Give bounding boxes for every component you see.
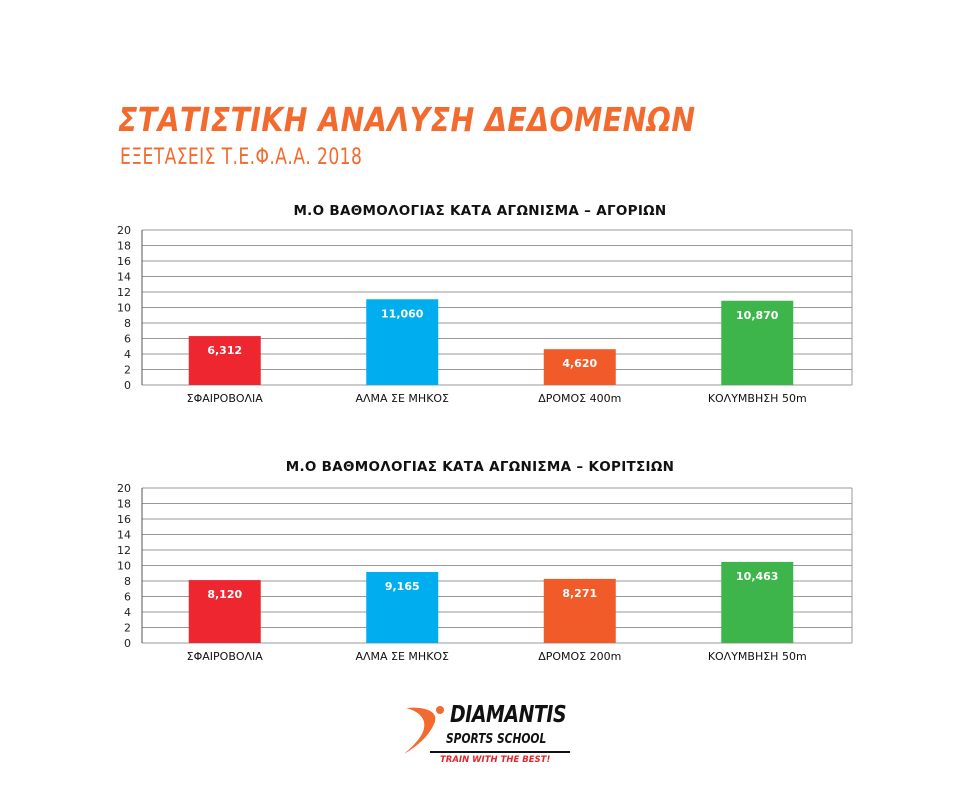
y-tick-label: 14: [117, 529, 131, 542]
y-tick-label: 0: [124, 379, 131, 392]
category-label: ΔΡΟΜΟΣ 200m: [538, 650, 621, 663]
y-tick-label: 8: [124, 317, 131, 330]
data-label: 10,463: [736, 570, 778, 583]
bar-chart-girls: 0 2 4 6 8 10 12 14 16 18 20 8,120 ΣΦΑΙΡΟΒΟΛΙΑ 9,165 ΑΛ…: [117, 482, 853, 663]
chart-title-boys: Μ.Ο ΒΑΘΜΟΛΟΓΙΑΣ ΚΑΤΑ ΑΓΩΝΙΣΜΑ – ΑΓΟΡΙΩΝ: [293, 203, 667, 219]
diamantis-logo: DIAMANTIS SPORTS SCHOOL TRAIN WITH THE B…: [400, 698, 575, 770]
y-tick-label: 18: [117, 240, 131, 253]
bar: [188, 336, 261, 385]
y-tick-label: 10: [117, 302, 131, 315]
page-subtitle: ΕΞΕΤΑΣΕΙΣ Τ.Ε.Φ.Α.Α. 2018: [120, 145, 363, 170]
bar: [366, 571, 439, 643]
y-tick-label: 6: [124, 333, 131, 346]
y-tick-label: 16: [117, 255, 131, 268]
data-label: 6,312: [207, 344, 242, 357]
y-tick-label: 12: [117, 286, 131, 299]
bar: [543, 349, 616, 385]
data-label: 9,165: [385, 580, 420, 593]
data-label: 11,060: [381, 307, 424, 320]
data-label: 10,870: [736, 309, 779, 322]
bar: [366, 299, 439, 385]
bar: [721, 300, 794, 385]
logo-sub: SPORTS SCHOOL: [446, 732, 547, 747]
category-label: ΚΟΛΥΜΒΗΣΗ 50m: [708, 392, 807, 405]
data-label: 4,620: [562, 357, 597, 370]
data-label: 8,120: [207, 588, 242, 601]
bar-chart-boys: 0 2 4 6 8 10 12 14 16 18 20 6,312 ΣΦΑΙΡΟΒΟΛΙΑ 11,060 Α…: [117, 224, 853, 405]
category-label: ΣΦΑΙΡΟΒΟΛΙΑ: [187, 392, 264, 405]
y-tick-label: 6: [124, 591, 131, 604]
y-tick-label: 2: [124, 622, 131, 635]
y-tick-label: 8: [124, 575, 131, 588]
category-label: ΔΡΟΜΟΣ 400m: [538, 392, 621, 405]
y-tick-label: 0: [124, 637, 131, 650]
category-label: ΣΦΑΙΡΟΒΟΛΙΑ: [187, 650, 264, 663]
y-tick-label: 4: [124, 606, 131, 619]
category-label: ΚΟΛΥΜΒΗΣΗ 50m: [708, 650, 807, 663]
category-label: ΑΛΜΑ ΣΕ ΜΗΚΟΣ: [355, 650, 449, 663]
chart-title-girls: Μ.Ο ΒΑΘΜΟΛΟΓΙΑΣ ΚΑΤΑ ΑΓΩΝΙΣΜΑ – ΚΟΡΙΤΣΙΩ…: [285, 459, 675, 475]
y-tick-label: 4: [124, 348, 131, 361]
y-tick-label: 16: [117, 513, 131, 526]
y-tick-label: 20: [117, 224, 131, 237]
y-tick-label: 2: [124, 364, 131, 377]
y-tick-label: 20: [117, 482, 131, 495]
y-tick-label: 14: [117, 271, 131, 284]
logo-rule: [430, 751, 570, 753]
logo-tagline: TRAIN WITH THE BEST!: [440, 755, 551, 765]
bar: [188, 580, 261, 643]
y-tick-label: 10: [117, 560, 131, 573]
bar: [721, 561, 794, 643]
y-tick-label: 12: [117, 544, 131, 557]
category-label: ΑΛΜΑ ΣΕ ΜΗΚΟΣ: [355, 392, 449, 405]
data-label: 8,271: [562, 587, 597, 600]
bar: [543, 578, 616, 643]
logo-brand: DIAMANTIS: [450, 702, 567, 728]
runner-swoosh-icon: [404, 706, 444, 754]
page-title: ΣΤΑΤΙΣΤΙΚΗ ΑΝΑΛΥΣΗ ΔΕΔΟΜΕΝΩΝ: [118, 100, 696, 139]
y-tick-label: 18: [117, 498, 131, 511]
